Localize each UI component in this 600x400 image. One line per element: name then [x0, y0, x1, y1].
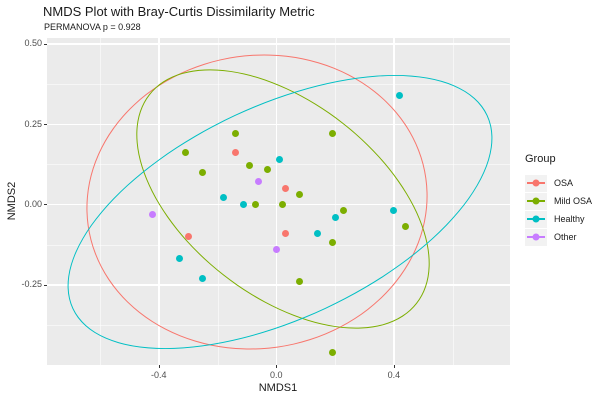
- legend-key-dot: [532, 197, 540, 205]
- legend-item-label: Mild OSA: [554, 196, 593, 206]
- data-point-healthy: [199, 274, 207, 282]
- legend-key: [525, 210, 547, 228]
- plot-title: NMDS Plot with Bray-Curtis Dissimilarity…: [43, 4, 315, 19]
- data-point-mild-osa: [278, 200, 286, 208]
- x-minor-gridline: [452, 38, 454, 365]
- data-point-mild-osa: [328, 130, 336, 138]
- data-point-mild-osa: [231, 130, 239, 138]
- y-minor-gridline: [47, 324, 510, 326]
- x-axis-title: NMDS1: [258, 382, 298, 394]
- data-point-healthy: [396, 91, 404, 99]
- y-tick-label: -0.25: [21, 279, 42, 290]
- legend-item-label: Healthy: [554, 214, 585, 224]
- data-point-mild-osa: [199, 168, 207, 176]
- legend-item-osa: OSA: [525, 174, 592, 192]
- y-major-gridline: [47, 284, 510, 286]
- data-point-osa: [231, 149, 239, 157]
- legend-item-label: OSA: [554, 178, 574, 188]
- data-point-healthy: [331, 213, 339, 221]
- legend-item-healthy: Healthy: [525, 210, 592, 228]
- y-tick-label: 0.00: [24, 198, 42, 209]
- y-tick-mark: [44, 124, 47, 126]
- legend-key: [525, 228, 547, 246]
- data-point-healthy: [219, 194, 227, 202]
- data-point-healthy: [390, 207, 398, 215]
- data-point-osa: [184, 233, 192, 240]
- data-point-healthy: [275, 155, 283, 163]
- y-tick-mark: [44, 284, 47, 286]
- x-minor-gridline: [217, 38, 219, 365]
- y-minor-gridline: [47, 244, 510, 246]
- x-major-gridline: [393, 38, 395, 365]
- legend-key: [525, 174, 547, 192]
- data-point-healthy: [175, 255, 183, 263]
- y-major-gridline: [47, 43, 510, 45]
- data-point-mild-osa: [402, 223, 410, 231]
- x-minor-gridline: [99, 38, 101, 365]
- data-point-mild-osa: [328, 348, 336, 356]
- legend-item-other: Other: [525, 228, 592, 246]
- y-minor-gridline: [47, 83, 510, 85]
- data-point-mild-osa: [246, 162, 254, 170]
- x-tick-mark: [393, 365, 395, 368]
- legend-key-dot: [532, 215, 540, 223]
- x-major-gridline: [158, 38, 160, 365]
- legend-key-dot: [532, 233, 540, 241]
- data-point-mild-osa: [263, 165, 271, 173]
- y-tick-mark: [44, 204, 47, 206]
- data-point-mild-osa: [328, 239, 336, 247]
- y-minor-gridline: [47, 164, 510, 166]
- data-point-healthy: [313, 229, 321, 237]
- legend: Group OSA Mild OSA Healthy Other: [525, 153, 592, 246]
- data-point-osa: [281, 184, 289, 192]
- x-tick-mark: [276, 365, 278, 368]
- y-major-gridline: [47, 203, 510, 206]
- data-point-osa: [281, 229, 289, 237]
- x-tick-mark: [158, 365, 160, 368]
- data-point-mild-osa: [340, 207, 348, 215]
- x-tick-label: -0.4: [150, 370, 167, 380]
- y-tick-label: 0.25: [24, 118, 42, 129]
- legend-item-label: Other: [554, 232, 577, 242]
- data-point-other: [272, 245, 280, 253]
- x-tick-label: 0.4: [387, 370, 401, 380]
- y-tick-mark: [44, 43, 47, 45]
- data-point-healthy: [240, 200, 248, 208]
- plot-subtitle: PERMANOVA p = 0.928: [44, 22, 141, 32]
- data-point-mild-osa: [296, 277, 304, 285]
- x-tick-label: 0.0: [270, 370, 283, 380]
- data-point-mild-osa: [181, 149, 189, 157]
- y-axis-title: NMDS2: [6, 181, 18, 221]
- legend-items: OSA Mild OSA Healthy Other: [525, 174, 592, 246]
- data-point-other: [149, 210, 157, 218]
- data-point-other: [255, 178, 263, 186]
- legend-key: [525, 192, 547, 210]
- plot-panel: [47, 38, 510, 365]
- legend-title: Group: [525, 153, 556, 165]
- y-tick-label: 0.50: [24, 38, 42, 49]
- data-point-mild-osa: [296, 191, 304, 199]
- x-major-gridline: [275, 38, 278, 365]
- legend-key-dot: [532, 179, 540, 187]
- data-point-mild-osa: [252, 200, 260, 208]
- x-minor-gridline: [335, 38, 337, 365]
- y-major-gridline: [47, 123, 510, 125]
- legend-item-mild-osa: Mild OSA: [525, 192, 592, 210]
